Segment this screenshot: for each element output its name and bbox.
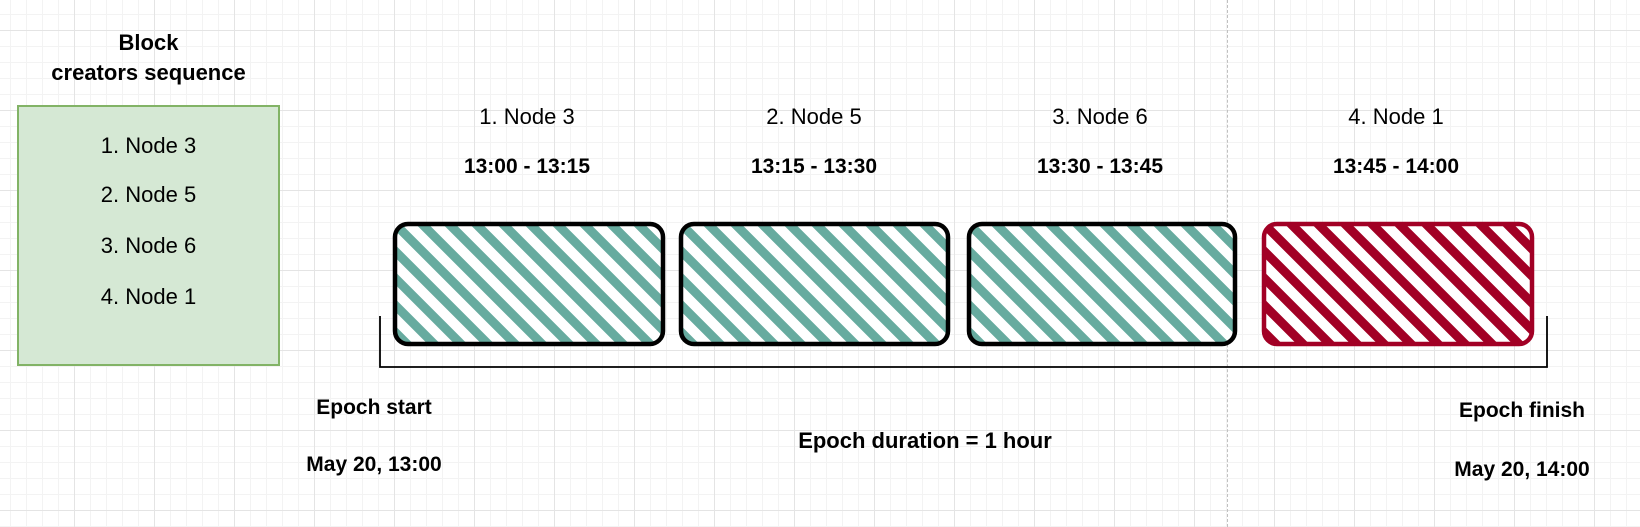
epoch-bracket bbox=[379, 316, 1548, 368]
sequence-item-1: 1. Node 3 bbox=[100, 133, 197, 158]
slot-time-3: 13:30 - 13:45 bbox=[1036, 155, 1164, 178]
slot-time-1: 13:00 - 13:15 bbox=[463, 155, 591, 178]
sequence-title-line1: Block bbox=[118, 30, 179, 55]
epoch-start-label: Epoch start bbox=[316, 396, 432, 419]
epoch-duration-label: Epoch duration = 1 hour bbox=[798, 428, 1052, 453]
slot-box-3 bbox=[966, 221, 1238, 347]
slot-label-4: 4. Node 1 bbox=[1348, 104, 1444, 129]
epoch-start-time: May 20, 13:00 bbox=[306, 453, 442, 476]
slot-label-3: 3. Node 6 bbox=[1052, 104, 1148, 129]
slot-hatch-1 bbox=[395, 224, 663, 344]
slot-label-2: 2. Node 5 bbox=[766, 104, 862, 129]
slot-hatch-4 bbox=[1264, 224, 1532, 344]
sequence-item-3: 3. Node 6 bbox=[100, 233, 197, 258]
slot-box-2 bbox=[678, 221, 951, 347]
sequence-box: 1. Node 3 2. Node 5 3. Node 6 4. Node 1 bbox=[17, 105, 280, 366]
slot-label-1: 1. Node 3 bbox=[479, 104, 575, 129]
epoch-finish-time: May 20, 14:00 bbox=[1454, 458, 1590, 481]
sequence-title-line2: creators sequence bbox=[51, 60, 246, 85]
slot-time-4: 13:45 - 14:00 bbox=[1332, 155, 1460, 178]
epoch-finish-label: Epoch finish bbox=[1459, 399, 1585, 422]
sequence-item-2: 2. Node 5 bbox=[100, 182, 197, 207]
slot-box-1 bbox=[392, 221, 666, 347]
slot-time-2: 13:15 - 13:30 bbox=[750, 155, 878, 178]
sequence-title: Block creators sequence bbox=[17, 28, 280, 88]
slot-hatch-3 bbox=[969, 224, 1235, 344]
slot-box-4 bbox=[1261, 221, 1535, 347]
slot-hatch-2 bbox=[681, 224, 948, 344]
sequence-item-4: 4. Node 1 bbox=[100, 284, 197, 309]
